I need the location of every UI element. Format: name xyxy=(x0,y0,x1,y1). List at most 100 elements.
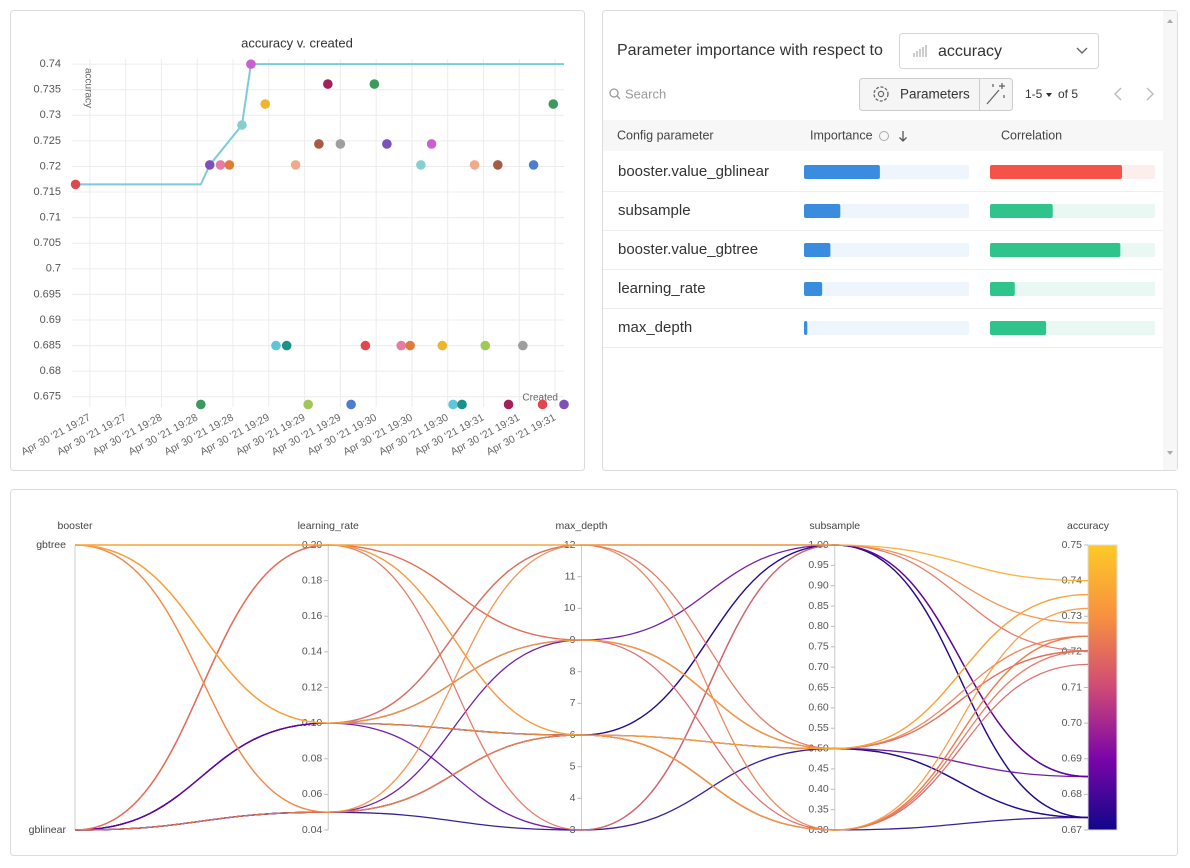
axis-name: learning_rate xyxy=(298,520,359,532)
correlation-track xyxy=(990,282,1155,296)
run-point xyxy=(416,160,426,170)
importance-bar xyxy=(804,165,880,179)
tick-label: 0.67 xyxy=(1062,824,1083,836)
y-tick-label: 0.725 xyxy=(33,135,61,147)
run-line xyxy=(74,544,1089,582)
category-label: gblinear xyxy=(29,824,67,836)
tick-label: 4 xyxy=(570,792,576,804)
prev-page[interactable] xyxy=(1114,87,1122,101)
run-point xyxy=(528,160,539,170)
correlation-bar xyxy=(990,243,1121,257)
gear-icon xyxy=(873,86,889,102)
tick-label: 0.04 xyxy=(302,824,323,836)
run-point xyxy=(303,399,313,410)
parameter-name: max_depth xyxy=(618,319,692,336)
parameter-name: booster.value_gbtree xyxy=(618,241,758,258)
panel xyxy=(10,489,1178,856)
colorbar xyxy=(1087,544,1118,831)
metric-dropdown[interactable] xyxy=(899,33,1099,69)
run-point xyxy=(518,340,528,351)
y-tick-label: 0.715 xyxy=(33,186,61,198)
category-label: gbtree xyxy=(36,539,66,551)
page-total: of 5 xyxy=(1058,87,1078,101)
run-point xyxy=(237,120,247,130)
axis-name: max_depth xyxy=(556,520,608,532)
axis-name: subsample xyxy=(809,520,860,532)
tick-label: 0.73 xyxy=(1062,610,1083,622)
tick-label: 0.45 xyxy=(808,763,829,775)
y-tick-label: 0.68 xyxy=(40,365,61,377)
tick-label: 11 xyxy=(565,570,576,582)
run-point xyxy=(559,399,569,410)
y-tick-label: 0.73 xyxy=(40,109,61,121)
parameter-name: subsample xyxy=(618,202,691,219)
y-tick-label: 0.72 xyxy=(40,160,61,172)
parameter-name: learning_rate xyxy=(618,280,706,297)
search-input[interactable]: Search xyxy=(625,86,666,101)
next-page[interactable] xyxy=(1146,87,1154,101)
run-point xyxy=(369,79,380,89)
tick-label: 0.71 xyxy=(1062,681,1083,693)
y-tick-label: 0.74 xyxy=(40,58,61,70)
run-point xyxy=(448,399,458,410)
tick-label: 0.06 xyxy=(302,788,323,800)
button-label: Parameters xyxy=(900,87,970,102)
tick-label: 0.60 xyxy=(808,702,829,714)
importance-bar xyxy=(804,243,831,257)
tick-label: 0.65 xyxy=(808,681,829,693)
run-point xyxy=(426,139,437,149)
search-icon xyxy=(609,88,619,98)
importance-bar xyxy=(804,204,841,218)
y-tick-label: 0.675 xyxy=(33,391,61,403)
run-point xyxy=(290,160,301,170)
parameters-button[interactable] xyxy=(859,78,1013,111)
tick-label: 0.80 xyxy=(808,620,829,632)
y-axis-label: accuracy xyxy=(82,68,93,108)
page-range[interactable]: 1-5 xyxy=(1025,87,1043,101)
run-point xyxy=(548,99,559,109)
tick-label: 10 xyxy=(564,602,576,614)
run-point xyxy=(405,340,415,351)
run-point xyxy=(70,179,81,190)
parameter-name: booster.value_gblinear xyxy=(618,163,769,180)
y-tick-label: 0.69 xyxy=(40,314,61,326)
importance-track xyxy=(804,243,969,257)
column-header[interactable]: Importance xyxy=(810,128,873,142)
run-point xyxy=(480,340,491,351)
run-point xyxy=(537,399,548,410)
correlation-bar xyxy=(990,282,1015,296)
y-tick-label: 0.705 xyxy=(33,237,61,249)
wand-button[interactable] xyxy=(986,83,1005,105)
tick-label: 0.16 xyxy=(302,610,323,622)
y-tick-label: 0.695 xyxy=(33,288,61,300)
best-line xyxy=(75,63,564,186)
run-point xyxy=(271,340,281,351)
run-point xyxy=(503,399,514,410)
caret xyxy=(1046,93,1052,97)
scrollbar[interactable] xyxy=(1163,11,1177,470)
run-point xyxy=(360,340,371,351)
tick-label: 0.95 xyxy=(808,559,829,571)
scroll-down[interactable] xyxy=(1167,451,1173,455)
run-point xyxy=(281,340,292,351)
y-tick-label: 0.71 xyxy=(40,212,61,224)
y-tick-label: 0.7 xyxy=(46,263,61,275)
sort-arrow xyxy=(899,131,907,142)
run-point xyxy=(323,79,333,89)
scroll-up[interactable] xyxy=(1167,19,1173,23)
tick-label: 5 xyxy=(570,760,576,772)
gear-icon xyxy=(877,90,885,98)
importance-track xyxy=(804,321,969,335)
tick-label: 7 xyxy=(570,697,576,709)
column-header[interactable]: Correlation xyxy=(1001,128,1062,142)
info-icon[interactable] xyxy=(879,131,889,141)
run-point xyxy=(346,399,356,410)
tick-label: 0.85 xyxy=(808,600,829,612)
importance-bar xyxy=(804,321,808,335)
correlation-bar xyxy=(990,165,1122,179)
axis-name: booster xyxy=(57,520,93,532)
run-point xyxy=(215,160,226,170)
axis-name: accuracy xyxy=(1067,520,1110,532)
metric-value: accuracy xyxy=(938,43,1002,60)
